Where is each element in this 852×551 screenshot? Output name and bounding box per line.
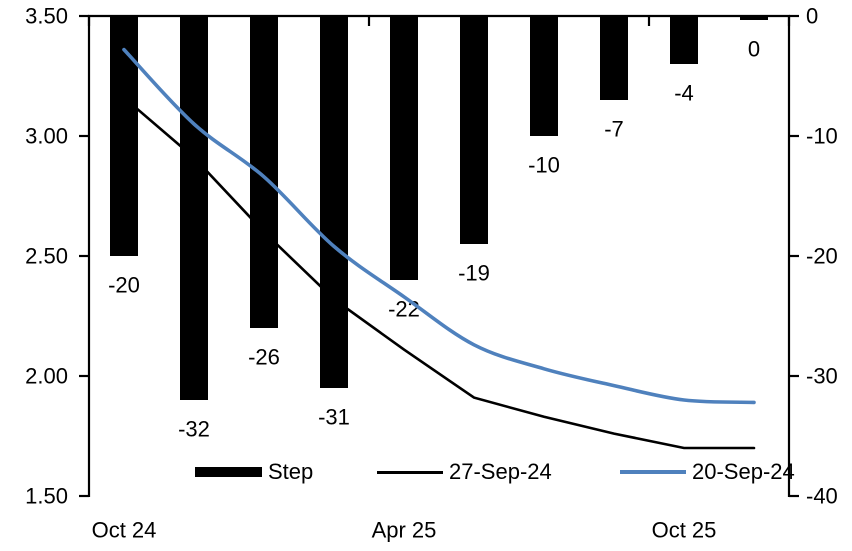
line-20-sep-24 [122, 47, 756, 405]
legend-line-swatch-icon [620, 470, 686, 474]
bar-data-label: -19 [458, 261, 490, 286]
legend-label-27-sep-24: 27-Sep-24 [449, 459, 552, 484]
bar-step-4 [390, 16, 418, 280]
legend-line-swatch-icon [377, 470, 443, 474]
right-axis-label: -10 [806, 124, 838, 149]
bar-data-label: -10 [528, 153, 560, 178]
bar-step-2 [250, 16, 278, 328]
legend-label-20-sep-24: 20-Sep-24 [692, 459, 795, 484]
bar-data-label: -31 [318, 405, 350, 430]
bar-data-label: -20 [108, 273, 140, 298]
left-axis-label: 3.50 [25, 4, 68, 29]
legend-label-step: Step [268, 459, 314, 484]
bar-step-1 [180, 16, 208, 400]
bar-step-5 [460, 16, 488, 244]
bar-step-9 [740, 16, 768, 20]
bar-step-0 [110, 16, 138, 256]
bar-data-label: 0 [748, 37, 760, 62]
left-axis-label: 1.50 [25, 484, 68, 509]
bar-data-label: -4 [674, 81, 694, 106]
line-27-sep-24 [122, 96, 756, 450]
x-axis-label: Oct 25 [652, 518, 717, 543]
legend-item-20-sep-24: 20-Sep-24 [620, 459, 795, 485]
right-axis-label: 0 [806, 4, 818, 29]
bar-data-label: -26 [248, 345, 280, 370]
x-axis-label: Oct 24 [92, 518, 157, 543]
bar-step-7 [600, 16, 628, 100]
right-axis-label: -30 [806, 364, 838, 389]
bar-step-8 [670, 16, 698, 64]
bar-data-label: -7 [604, 117, 624, 142]
bar-data-label: -32 [178, 417, 210, 442]
bar-step-3 [320, 16, 348, 388]
left-axis-label: 2.50 [25, 244, 68, 269]
left-axis-label: 2.00 [25, 364, 68, 389]
right-axis-label: -20 [806, 244, 838, 269]
left-axis-label: 3.00 [25, 124, 68, 149]
legend-bar-swatch-icon [195, 467, 262, 477]
legend-item-step: Step [195, 459, 313, 485]
bar-data-label: -22 [388, 297, 420, 322]
bar-step-6 [530, 16, 558, 136]
x-axis-label: Apr 25 [372, 518, 437, 543]
right-axis-label: -40 [806, 484, 838, 509]
legend-item-27-sep-24: 27-Sep-24 [377, 459, 552, 485]
